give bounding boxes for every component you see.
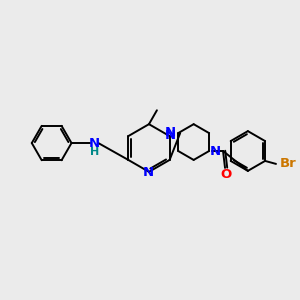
Text: N: N: [165, 126, 176, 139]
Text: Br: Br: [280, 158, 297, 170]
Text: N: N: [142, 166, 154, 179]
Text: H: H: [90, 147, 99, 157]
Text: O: O: [220, 168, 232, 181]
Text: N: N: [89, 136, 100, 149]
Text: N: N: [210, 146, 221, 158]
Text: N: N: [165, 129, 176, 142]
